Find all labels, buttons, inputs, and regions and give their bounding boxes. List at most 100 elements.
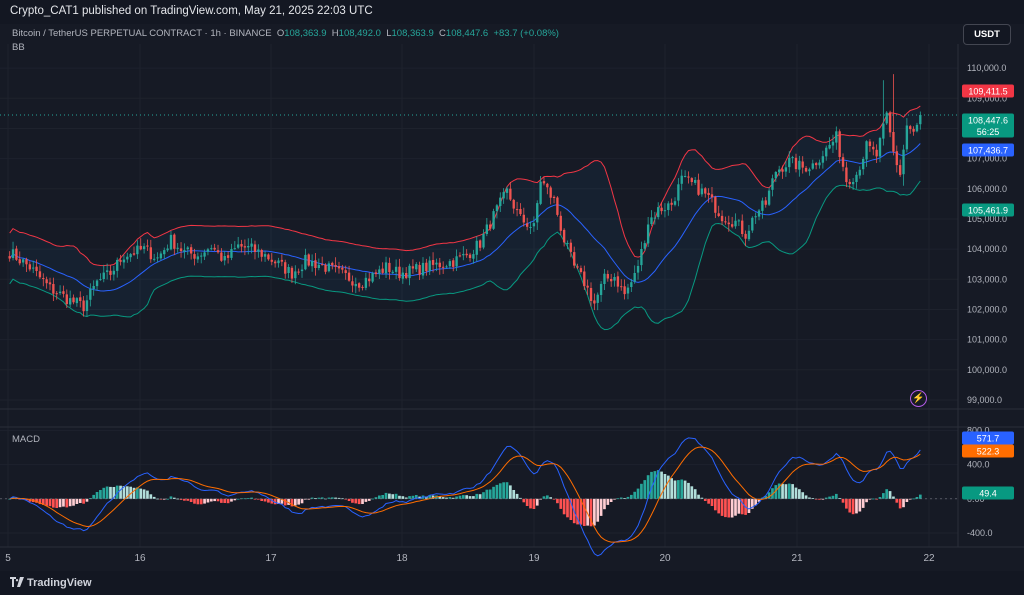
macd-histogram-bar (818, 498, 821, 500)
candle-body (327, 263, 331, 272)
candle-body (811, 163, 814, 169)
candle (499, 192, 502, 213)
macd-histogram-bar (855, 498, 858, 514)
tradingview-logo[interactable]: TradingView (10, 577, 92, 589)
candle-body (166, 248, 169, 251)
macd-histogram-bar (730, 498, 734, 518)
change-value: +83.7 (+0.08%) (493, 28, 559, 39)
candle-body (79, 297, 82, 301)
candle-body (771, 178, 774, 190)
candle-body (636, 266, 640, 273)
macd-histogram-bar (609, 498, 613, 502)
candle (677, 178, 680, 207)
candle (636, 259, 640, 280)
candle (441, 261, 445, 274)
macd-histogram-bar (267, 498, 270, 503)
candle-body (663, 210, 667, 212)
signal-value: 522.3 (962, 444, 1014, 458)
candle (294, 265, 297, 285)
macd-histogram-bar (304, 498, 307, 500)
candle (210, 244, 213, 251)
candle (58, 285, 62, 296)
candle-body (132, 253, 136, 255)
candle-body (304, 254, 307, 270)
candle-body (294, 271, 297, 279)
candle (371, 271, 374, 284)
candle (317, 258, 320, 271)
candle-body (354, 284, 357, 287)
candle (727, 215, 730, 232)
candle (495, 203, 499, 219)
candle (687, 171, 690, 184)
macd-histogram-bar (408, 496, 411, 499)
macd-indicator-label[interactable]: MACD (12, 434, 40, 445)
candle (435, 258, 438, 272)
candle (95, 279, 99, 291)
candle-body (324, 264, 327, 272)
macd-histogram-bar (871, 498, 875, 500)
bb-lower: 105,461.9 (962, 203, 1014, 217)
macd-histogram-bar (569, 498, 573, 520)
macd-tick-label: -400.0 (967, 528, 993, 538)
candle (909, 124, 912, 134)
candle (502, 188, 505, 204)
macd-histogram-bar (391, 494, 395, 499)
candle-body (196, 256, 200, 260)
macd-histogram-bar (65, 498, 69, 508)
symbol-legend: Bitcoin / TetherUS PERPETUAL CONTRACT · … (12, 28, 559, 39)
candle (18, 251, 21, 266)
candle (878, 136, 882, 163)
macd-histogram-bar (582, 498, 586, 526)
macd-histogram-bar (646, 475, 650, 499)
candle (357, 282, 361, 292)
candle (562, 228, 566, 247)
macd-histogram-bar (166, 498, 169, 500)
candle-body (398, 266, 401, 279)
candle-body (381, 268, 384, 273)
candle-body (173, 234, 176, 249)
candle-body (119, 260, 122, 262)
candle (398, 258, 401, 281)
candle-body (720, 215, 724, 222)
macd-histogram-bar (92, 494, 96, 499)
symbol-title[interactable]: Bitcoin / TetherUS PERPETUAL CONTRACT · … (12, 28, 272, 39)
bb-indicator-label[interactable]: BB (12, 42, 25, 53)
candle (347, 265, 351, 282)
macd-histogram-bar (125, 486, 129, 499)
candle (556, 196, 559, 217)
macd-histogram-bar (532, 498, 536, 509)
macd-histogram-bar (821, 498, 825, 500)
candle-body (105, 270, 109, 272)
candle-body (482, 233, 485, 248)
candle (845, 161, 848, 188)
candle-body (250, 243, 253, 247)
candle-body (885, 112, 888, 124)
candle (714, 195, 717, 219)
macd-histogram-bar (858, 498, 862, 512)
macd-histogram-bar (861, 498, 865, 508)
candle (589, 282, 593, 307)
candle-body (502, 192, 505, 199)
candle (122, 254, 126, 269)
price-tick-label: 107,000.0 (967, 154, 1007, 164)
macd-histogram-bar (771, 488, 774, 499)
candle-body (351, 281, 354, 286)
candle-body (589, 288, 593, 301)
macd-histogram-bar (129, 486, 132, 499)
macd-histogram-bar (223, 498, 227, 503)
lightning-icon[interactable]: ⚡ (910, 390, 927, 407)
currency-button[interactable]: USDT (963, 24, 1011, 45)
candle-body (855, 174, 858, 182)
candle (28, 261, 32, 272)
macd-histogram-bar (811, 498, 815, 499)
candle-body (727, 222, 730, 225)
candle (492, 208, 495, 231)
candle-body (300, 269, 304, 272)
macd-histogram-bar (314, 498, 317, 499)
candle-body (378, 269, 381, 274)
macd-histogram-bar (908, 498, 912, 500)
candle (203, 249, 206, 261)
candle-body (596, 294, 599, 303)
